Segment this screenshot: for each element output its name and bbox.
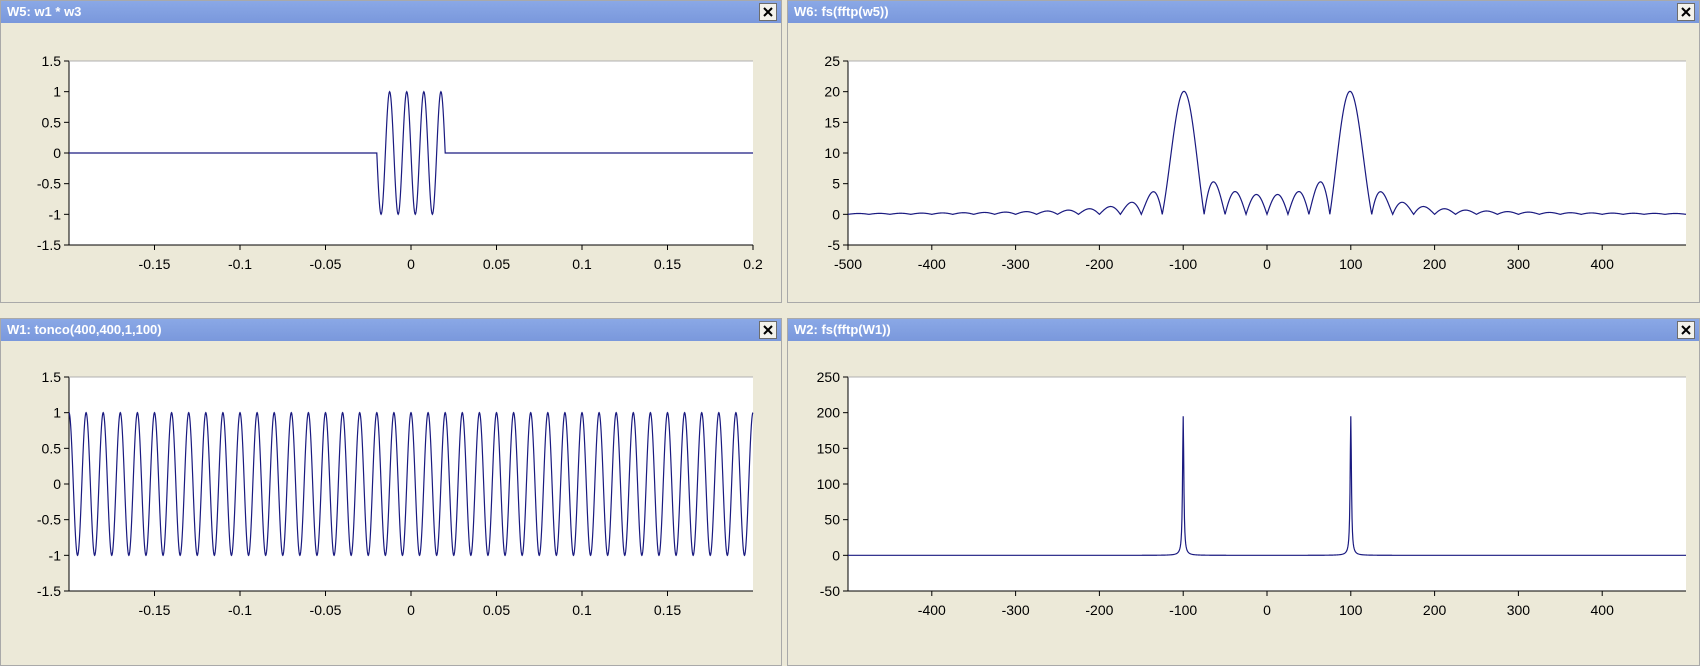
x-tick-label: -0.1: [228, 602, 252, 618]
chart-w1: 1.5 1 0.5 0 -0.5 -1 -1.5 -0.15 -0.1 -0.05 0 0.05 0.1…: [37, 369, 754, 618]
x-tick-label: -0.05: [310, 602, 342, 618]
series-line: [69, 90, 753, 216]
close-icon: [763, 7, 773, 17]
y-tick-label: 10: [824, 145, 840, 161]
x-tick-label: 0.1: [572, 256, 592, 272]
plot-background: [69, 377, 753, 591]
y-tick-label: 0: [53, 476, 61, 492]
x-tick-label: 0.05: [483, 256, 510, 272]
x-tick-label: 0.05: [483, 602, 510, 618]
y-tick-label: 250: [817, 369, 841, 385]
y-tick-label: 20: [824, 84, 840, 100]
y-tick-label: -1: [49, 547, 62, 563]
close-button[interactable]: [1677, 3, 1695, 21]
x-tick-label: 200: [1423, 602, 1447, 618]
x-tick-label: 0.15: [654, 602, 681, 618]
window-title-bar[interactable]: W6: fs(fftp(w5)): [788, 1, 1699, 23]
x-tick-label: -300: [1002, 602, 1030, 618]
y-tick-label: 1.5: [42, 53, 62, 69]
y-tick-label: 0: [832, 547, 840, 563]
window-w6: W6: fs(fftp(w5)) 25 20 15 10 5 0 -5 -500 -400 -30…: [787, 0, 1700, 303]
window-title: W2: fs(fftp(W1)): [794, 322, 891, 337]
x-tick-label: -0.05: [310, 256, 342, 272]
y-tick-label: 1: [53, 84, 61, 100]
close-button[interactable]: [759, 3, 777, 21]
plot-area: 1.5 1 0.5 0 -0.5 -1 -1.5 -0.15 -0.1 -0.05 0 0.05 0.1…: [1, 23, 781, 302]
y-tick-label: -1: [49, 206, 62, 222]
y-tick-label: 1.5: [42, 369, 62, 385]
window-w2: W2: fs(fftp(W1)) 250 200 150 100 50 0 -50 -400 -…: [787, 318, 1700, 666]
x-tick-label: 300: [1507, 602, 1531, 618]
plot-area: 1.5 1 0.5 0 -0.5 -1 -1.5 -0.15 -0.1 -0.05 0 0.05 0.1…: [1, 341, 781, 665]
y-tick-label: 100: [817, 476, 841, 492]
x-tick-label: -200: [1085, 602, 1113, 618]
chart-w5: 1.5 1 0.5 0 -0.5 -1 -1.5 -0.15 -0.1 -0.05 0 0.05 0.1…: [37, 53, 763, 272]
plot-area: 250 200 150 100 50 0 -50 -400 -300 -200 -100 0 100 20…: [788, 341, 1699, 665]
y-tick-label: 0.5: [42, 440, 62, 456]
x-tick-label: -300: [1002, 256, 1030, 272]
y-tick-label: 200: [817, 405, 841, 421]
x-tick-label: 0: [1263, 602, 1271, 618]
y-tick-label: -0.5: [37, 176, 61, 192]
window-w5: W5: w1 * w3 1.5 1 0.5 0 -0.5 -1 -1.5 -0.15 -0.1 -…: [0, 0, 782, 303]
y-tick-label: 0.5: [42, 114, 62, 130]
chart-w2: 250 200 150 100 50 0 -50 -400 -300 -200 -100 0 100 20…: [817, 369, 1686, 618]
y-tick-label: -0.5: [37, 512, 61, 528]
x-tick-label: 0: [407, 602, 415, 618]
y-tick-label: 0: [53, 145, 61, 161]
x-tick-label: -400: [918, 256, 946, 272]
y-tick-label: 25: [824, 53, 840, 69]
x-tick-label: -100: [1169, 602, 1197, 618]
y-tick-label: 50: [824, 512, 840, 528]
chart-w6: 25 20 15 10 5 0 -5 -500 -400 -300 -200 -100 0 100 200 3…: [824, 53, 1687, 272]
x-tick-label: -0.15: [139, 256, 171, 272]
window-title-bar[interactable]: W1: tonco(400,400,1,100): [1, 319, 781, 341]
x-tick-label: -500: [834, 256, 862, 272]
window-title-bar[interactable]: W2: fs(fftp(W1)): [788, 319, 1699, 341]
window-title: W1: tonco(400,400,1,100): [7, 322, 162, 337]
x-tick-label: 400: [1591, 256, 1615, 272]
x-tick-label: -200: [1085, 256, 1113, 272]
x-tick-label: 100: [1339, 602, 1363, 618]
x-tick-label: 0: [1263, 256, 1271, 272]
x-tick-label: 0.15: [654, 256, 681, 272]
close-icon: [763, 325, 773, 335]
window-title: W5: w1 * w3: [7, 4, 82, 19]
close-icon: [1681, 7, 1691, 17]
close-button[interactable]: [759, 321, 777, 339]
window-w1: W1: tonco(400,400,1,100) 1.5 1 0.5 0 -0.5 -1 -…: [0, 318, 782, 666]
window-title: W6: fs(fftp(w5)): [794, 4, 889, 19]
x-tick-label: 0.1: [572, 602, 592, 618]
x-tick-label: -100: [1169, 256, 1197, 272]
y-tick-label: 150: [817, 440, 841, 456]
y-tick-label: 5: [832, 176, 840, 192]
close-button[interactable]: [1677, 321, 1695, 339]
x-tick-label: 100: [1339, 256, 1363, 272]
y-tick-label: 15: [824, 114, 840, 130]
series-line: [848, 416, 1686, 556]
close-icon: [1681, 325, 1691, 335]
y-tick-label: -50: [820, 583, 840, 599]
y-tick-label: 1: [53, 405, 61, 421]
plot-background: [848, 377, 1686, 591]
x-tick-label: 200: [1423, 256, 1447, 272]
x-tick-label: 400: [1591, 602, 1615, 618]
plot-background: [848, 61, 1686, 245]
x-tick-label: -0.15: [139, 602, 171, 618]
y-tick-label: -1.5: [37, 583, 61, 599]
y-tick-label: -1.5: [37, 237, 61, 253]
x-tick-label: 0: [407, 256, 415, 272]
x-tick-label: 300: [1507, 256, 1531, 272]
plot-area: 25 20 15 10 5 0 -5 -500 -400 -300 -200 -100 0 100 200 3…: [788, 23, 1699, 302]
series-line: [68, 411, 754, 557]
window-title-bar[interactable]: W5: w1 * w3: [1, 1, 781, 23]
series-line: [847, 90, 1687, 217]
y-tick-label: -5: [828, 237, 841, 253]
y-tick-label: 0: [832, 206, 840, 222]
x-tick-label: 0.2: [743, 256, 763, 272]
x-tick-label: -0.1: [228, 256, 252, 272]
x-tick-label: -400: [918, 602, 946, 618]
